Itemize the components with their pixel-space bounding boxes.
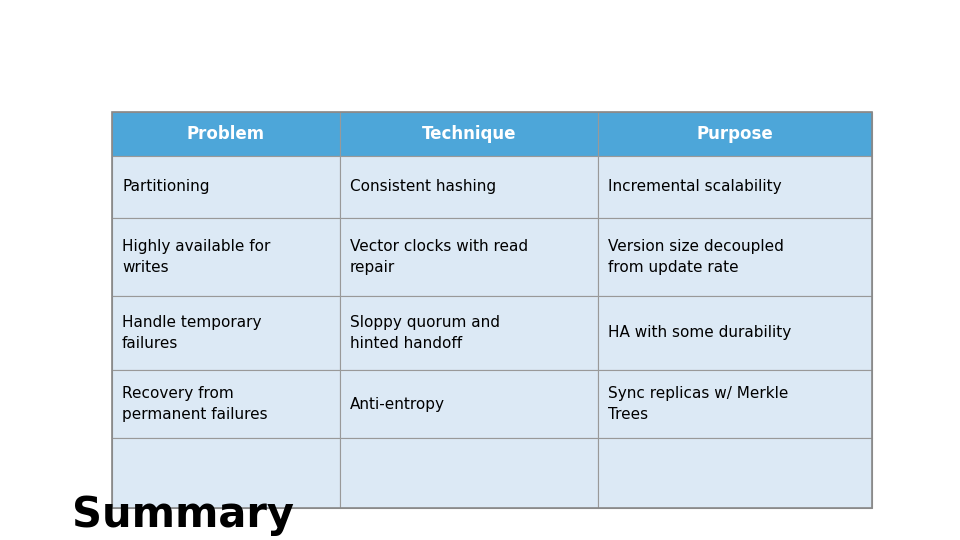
Bar	[112, 112, 340, 156]
Text: Vector clocks with read
repair: Vector clocks with read repair	[350, 239, 528, 275]
Bar	[340, 112, 598, 156]
Text: Consistent hashing: Consistent hashing	[350, 179, 496, 194]
Text: Sloppy quorum and
hinted handoff: Sloppy quorum and hinted handoff	[350, 315, 500, 350]
Text: Version size decoupled
from update rate: Version size decoupled from update rate	[609, 239, 784, 275]
Bar	[340, 370, 598, 438]
Bar	[340, 438, 598, 508]
Bar	[112, 438, 340, 508]
Text: Sync replicas w/ Merkle
Trees: Sync replicas w/ Merkle Trees	[609, 386, 789, 422]
Bar	[112, 112, 872, 508]
Bar	[112, 218, 340, 296]
Bar	[340, 296, 598, 370]
Text: Handle temporary
failures: Handle temporary failures	[122, 315, 261, 350]
Bar	[340, 156, 598, 218]
Text: Recovery from
permanent failures: Recovery from permanent failures	[122, 386, 268, 422]
Text: Anti-entropy: Anti-entropy	[350, 396, 445, 411]
Bar	[112, 296, 340, 370]
Bar	[598, 438, 872, 508]
Text: Summary: Summary	[72, 494, 294, 536]
Bar	[340, 218, 598, 296]
Text: Highly available for
writes: Highly available for writes	[122, 239, 271, 275]
Bar	[598, 218, 872, 296]
Bar	[112, 370, 340, 438]
Text: Problem: Problem	[187, 125, 265, 143]
Bar	[112, 156, 340, 218]
Text: Purpose: Purpose	[697, 125, 774, 143]
Text: Incremental scalability: Incremental scalability	[609, 179, 782, 194]
Bar	[598, 112, 872, 156]
Text: Partitioning: Partitioning	[122, 179, 209, 194]
Text: HA with some durability: HA with some durability	[609, 326, 792, 341]
Text: Technique: Technique	[422, 125, 516, 143]
Bar	[598, 370, 872, 438]
Bar	[598, 296, 872, 370]
Bar	[598, 156, 872, 218]
